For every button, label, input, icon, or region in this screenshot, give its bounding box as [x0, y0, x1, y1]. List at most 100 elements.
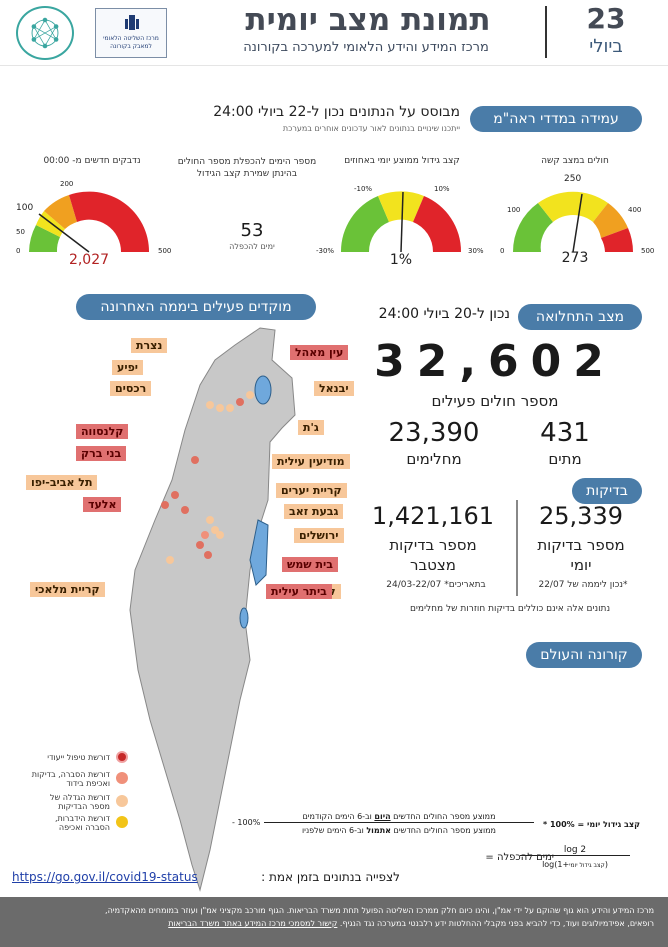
daily-tests-value: 25,339	[539, 502, 623, 530]
tick: 0	[500, 247, 505, 255]
daily-tests-label-2: יומי	[570, 556, 592, 574]
national-command-logo: מרכז השליטה הלאומי למאבק בקורונה	[95, 8, 167, 58]
page-header: מרכז השליטה הלאומי למאבק בקורונה תמונת מ…	[0, 0, 668, 66]
page-title: תמונת מצב יומית	[245, 2, 491, 38]
cumulative-tests-label-2: מצטבר	[410, 556, 456, 574]
city-label: מודיעין עילית	[272, 454, 350, 469]
doubling-days-caption: ימים להכפלה	[229, 242, 275, 251]
city-label: אלעד	[83, 497, 122, 512]
gauge-new-cases-value: 2,027	[68, 252, 110, 268]
city-label: בית שמש	[282, 557, 338, 572]
city-label: ג'ת	[298, 420, 324, 435]
ramam-note: ייתכנו שינויים בנתונים לאור עדכונים אוחר…	[282, 124, 460, 133]
formula-eq: = 100% *	[542, 820, 585, 829]
deaths-label: מתים	[548, 450, 582, 468]
daily-tests-label-1: מספר בדיקות	[537, 536, 625, 554]
city-label: עין מאהל	[290, 345, 349, 360]
legend-dot	[116, 795, 128, 807]
footer: מרכז המידע והידע הוא גוף שהוקם על ידי אמ…	[0, 897, 668, 947]
tick: 100	[507, 206, 521, 214]
city-label: נצרת	[131, 338, 168, 353]
city-label: קריית יערים	[276, 483, 347, 498]
gauge-label-doubling: מספר הימים להכפלת מספר החולים בהינתן שמי…	[177, 157, 317, 179]
gauge-new-cases	[29, 191, 150, 253]
formula-text: וב-6 הימים הקודמים	[302, 812, 375, 821]
tick: 250	[564, 174, 582, 184]
city-label: ביתר עילית	[266, 584, 332, 599]
israel-map	[129, 327, 296, 892]
tick: 50	[16, 228, 25, 236]
gauge-label-new-cases: נדבקים חדשים מ- 00:00	[43, 156, 141, 166]
city-label: קלנסווה	[76, 424, 129, 439]
emblem-icon	[125, 15, 139, 30]
tick: 500	[158, 247, 172, 255]
tick: 100	[16, 203, 34, 213]
formula-text: היום	[374, 812, 391, 821]
recovered-value: 23,390	[388, 418, 480, 448]
header-divider	[545, 6, 547, 58]
formula-lhs-doubling-text: ימים להכפלה	[496, 852, 554, 863]
legend-dot	[116, 816, 128, 828]
city-label: תל אביב-יפו	[26, 475, 98, 490]
daily-tests-note: *נכון ליממה של 22/07	[538, 580, 628, 590]
footer-text: רופאים, אפידמיולוגים ועוד, כדי להביא בפנ…	[339, 919, 654, 928]
gauge-growth-value: 1%	[389, 252, 413, 268]
footer-line-2: רופאים, אפידמיולוגים ועוד, כדי להביא בפנ…	[14, 917, 654, 930]
tick: -10%	[354, 185, 373, 193]
tests-divider	[516, 500, 518, 596]
legend-text: דורשת הגדלה של מספר הבדיקות	[50, 793, 110, 811]
section-pill-tests: בדיקות	[572, 478, 642, 504]
city-label: ירושלים	[294, 528, 344, 543]
date-month: ביולי	[589, 36, 623, 57]
tests-footnote: נתונים אלה אינם כוללים בדיקות חוזרות של …	[409, 604, 611, 614]
city-label: קריית מלאכי	[30, 582, 105, 597]
knowledge-center-logo	[16, 6, 74, 60]
city-label: רכסים	[110, 381, 152, 396]
gauge-label-growth: קצב גידול ממוצע יומי באחוזים	[344, 156, 460, 166]
formula-text: קצב גידול יומי	[569, 862, 605, 869]
cumulative-tests-note: 24/03-22/07 *בתאריכים	[386, 580, 486, 590]
cumulative-tests-value: 1,421,161	[371, 502, 495, 530]
city-label: גבעת זאב	[284, 504, 344, 519]
tick: 10%	[434, 185, 450, 193]
tick: 400	[628, 206, 642, 214]
realtime-label: לצפייה בנתונים בזמן אמת :	[261, 870, 400, 884]
gauge-growth	[340, 191, 462, 253]
formula-text: ממוצע מספר החולים החדשים	[390, 812, 496, 821]
doubling-days-value: 53	[240, 220, 264, 241]
gauge-label-severe: חולים במצב קשה	[541, 156, 609, 166]
legend-dot	[116, 751, 128, 763]
legend-dot	[116, 772, 128, 784]
city-label: יבנאל	[314, 381, 354, 396]
section-pill-foci: מוקדים פעילים ביממה האחרונה	[76, 294, 316, 320]
tick: 500	[641, 247, 655, 255]
footer-link[interactable]: קישור למסמכי מרכז המידע באתר משרד הבריאו…	[168, 919, 338, 928]
logo-text: מרכז השליטה הלאומי למאבק בקורונה	[103, 35, 159, 50]
realtime-link[interactable]: https://go.gov.il/covid19-status	[12, 870, 198, 884]
section-pill-morbidity: מצב התחלואה	[518, 304, 642, 330]
tick: 0	[16, 247, 21, 255]
section-pill-ramam: עמידה במדדי ראה"מ	[470, 106, 642, 132]
ramam-based-on: מבוסס על הנתונים נכון ל-22 ביולי 24:00	[213, 104, 460, 120]
legend-text: דורשת הסברה, בדיקות ואכיפת בידוד	[31, 770, 110, 788]
page-subtitle: מרכז המידע והידע הלאומי למערכה בקורונה	[243, 40, 489, 55]
formula-lhs-growth-text: קצב גידול יומי	[586, 820, 640, 829]
formula-lhs-growth: קצב גידול יומי = 100% *	[540, 820, 640, 829]
footer-line-1: מרכז המידע והידע הוא גוף שהוקם על ידי אמ…	[105, 906, 654, 915]
tick: -30%	[316, 247, 335, 255]
formula-minus: - 100%	[232, 818, 261, 827]
formula-text: log(1+	[542, 860, 570, 869]
gauge-severe	[512, 191, 633, 253]
section-pill-world: קורונה והעולם	[526, 642, 642, 668]
gauge-severe-value: 273	[561, 250, 589, 266]
formula-denominator: ממוצע מספר החולים החדשים אתמול וב-6 הימי…	[264, 826, 534, 835]
formula-log-numerator: log 2	[520, 845, 630, 856]
formula-text: אתמול	[366, 826, 392, 835]
morbidity-as-of: נכון ל-20 ביולי 24:00	[378, 306, 510, 322]
formula-lhs-doubling: ימים להכפלה =	[485, 852, 554, 863]
cumulative-tests-label-1: מספר בדיקות	[389, 536, 477, 554]
active-cases-label: מספר חולים פעילים	[431, 392, 559, 410]
formula-text: וב-6 הימים שלפניו	[302, 826, 367, 835]
legend-text: דורשת טיפול ייעודי	[47, 753, 110, 762]
city-label: בני ברק	[76, 446, 127, 461]
